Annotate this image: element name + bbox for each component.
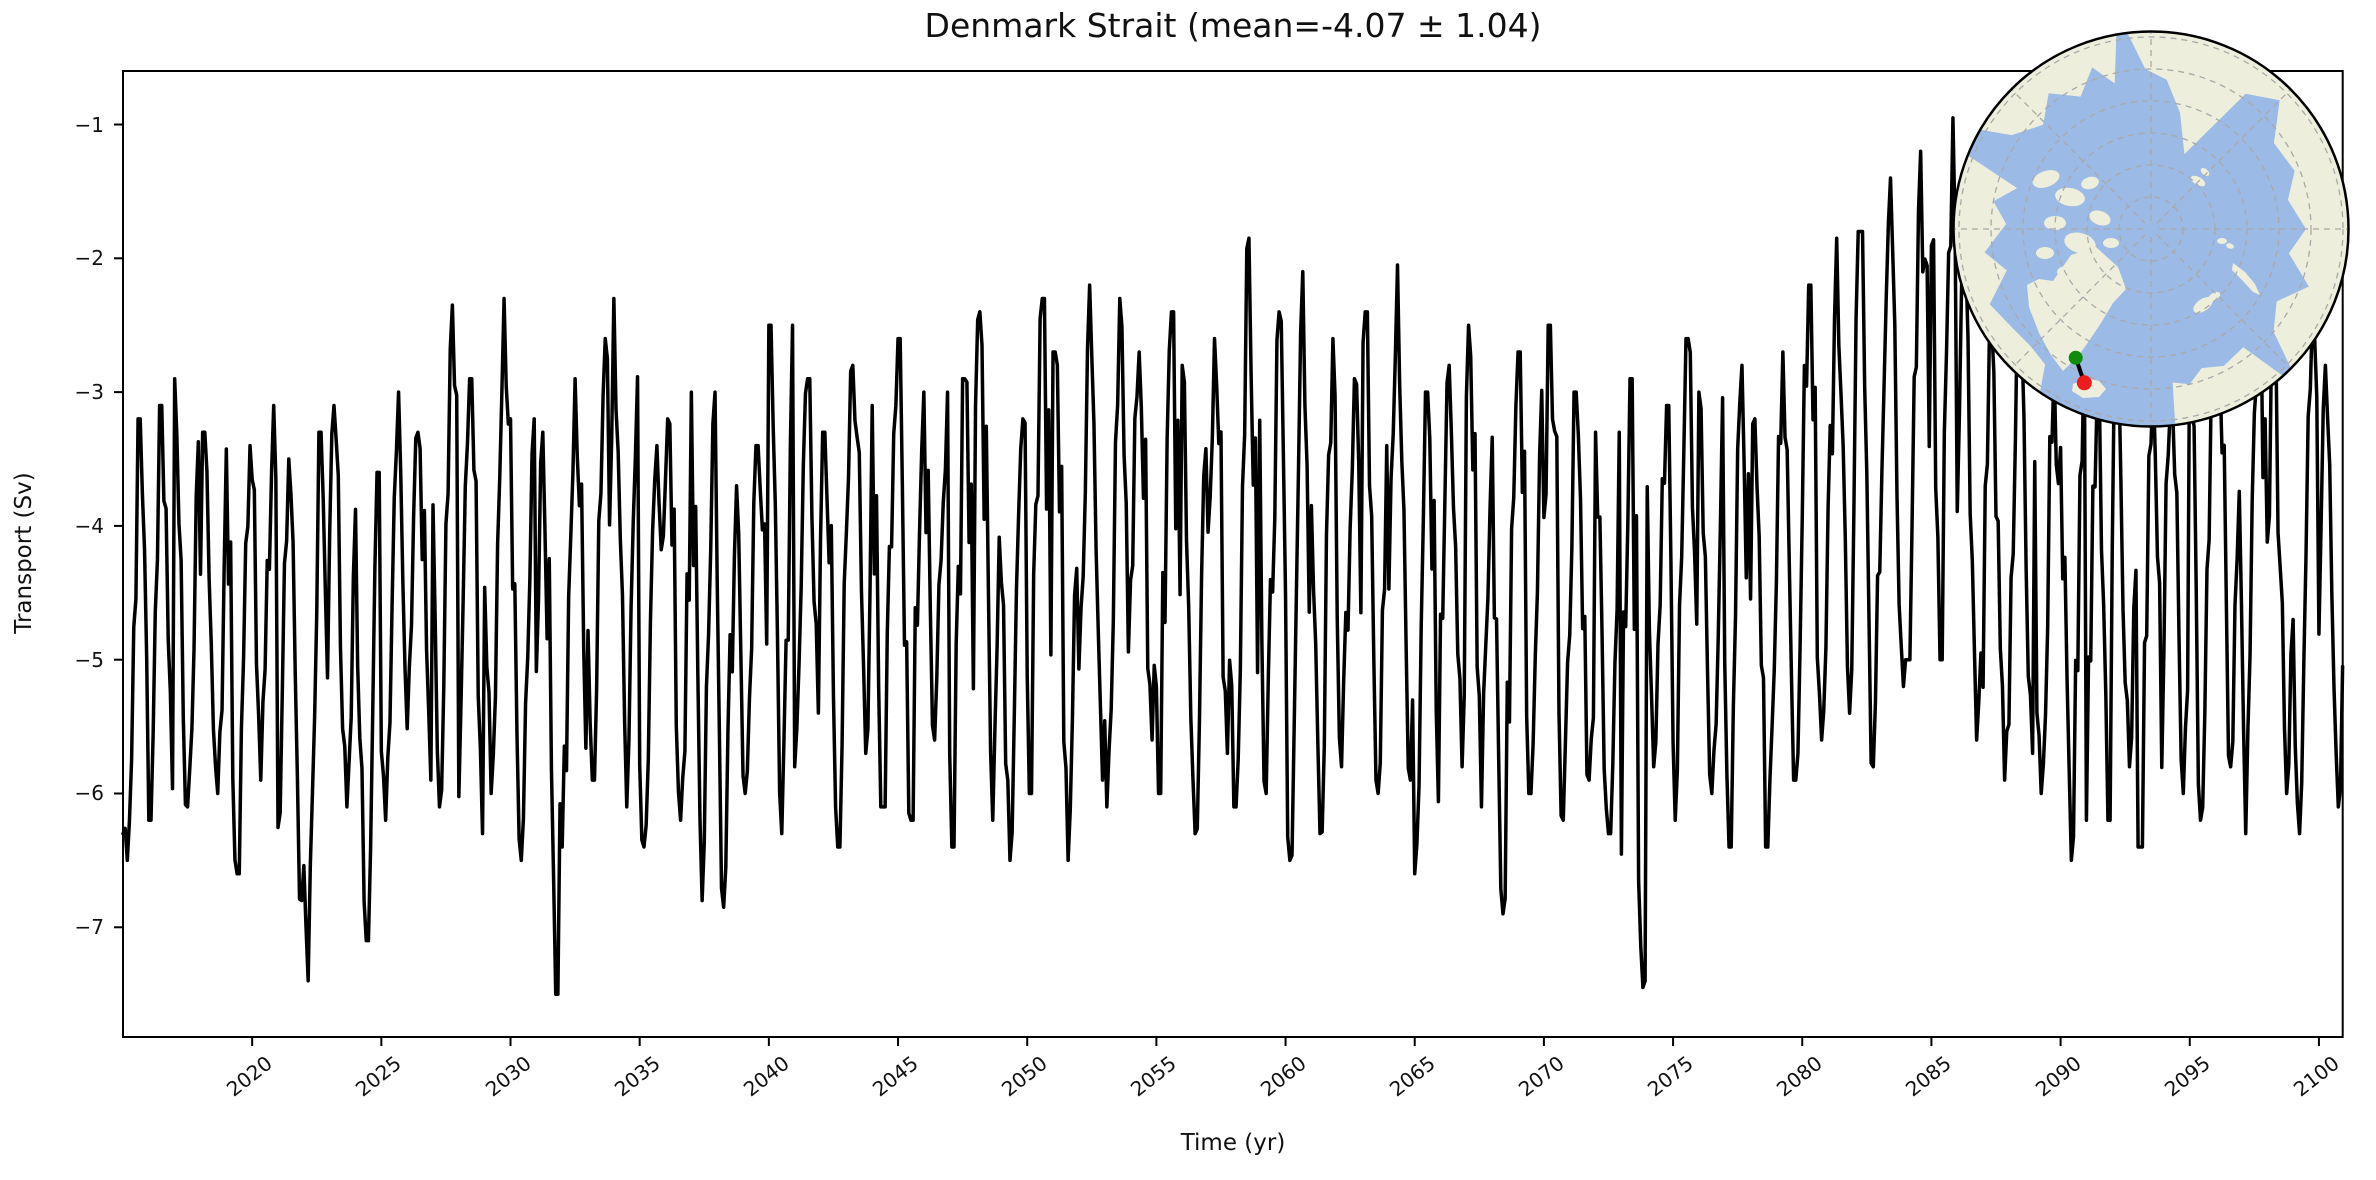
land-island — [2200, 168, 2210, 176]
land-island — [2055, 187, 2085, 207]
graticule-parallel — [1990, 68, 2312, 390]
land-greenland — [2027, 247, 2126, 371]
graticule-parallel — [2022, 100, 2280, 358]
land-alaska-chukotka — [1978, 33, 2117, 136]
y-tick-label: −1 — [74, 112, 104, 137]
y-tick-label: −3 — [74, 380, 104, 405]
inset-polar-map — [1952, 30, 2350, 428]
land-canada — [1954, 154, 2046, 394]
land-scandinavia — [2172, 347, 2285, 426]
land-island — [2032, 170, 2060, 188]
land-island — [2217, 238, 2227, 244]
graticule-meridian — [2156, 89, 2291, 224]
y-tick-label: −7 — [74, 915, 104, 940]
transport-line — [121, 116, 2345, 996]
land-island — [2193, 297, 2213, 313]
axes-frame — [122, 70, 2344, 1038]
map-contents — [1954, 32, 2348, 426]
land-island — [2081, 176, 2099, 190]
land-island — [2057, 266, 2077, 278]
y-tick-label: −2 — [74, 246, 104, 271]
land-island — [2089, 210, 2111, 226]
land-siberia — [2126, 32, 2348, 370]
land-island — [2226, 243, 2234, 249]
land-island — [2036, 247, 2054, 259]
graticule-meridian — [2011, 89, 2146, 224]
section-start-marker — [2068, 350, 2083, 365]
x-axis-label: Time (yr) — [1180, 1130, 1286, 1156]
land-island — [2044, 216, 2066, 230]
land-novaya-zemlya — [2232, 263, 2260, 295]
map-boundary-circle — [1952, 30, 2350, 428]
land-island — [2190, 175, 2206, 187]
chart-title: Denmark Strait (mean=-4.07 ± 1.04) — [924, 6, 1542, 45]
graticule-parallel — [1958, 36, 2344, 422]
land-island — [2103, 238, 2119, 248]
graticule-meridian — [2011, 234, 2146, 369]
land-island — [2207, 291, 2221, 303]
y-tick-label: −6 — [74, 781, 104, 806]
y-tick-label: −5 — [74, 647, 104, 672]
section-end-marker — [2076, 375, 2092, 391]
y-tick-label: −4 — [74, 513, 104, 538]
